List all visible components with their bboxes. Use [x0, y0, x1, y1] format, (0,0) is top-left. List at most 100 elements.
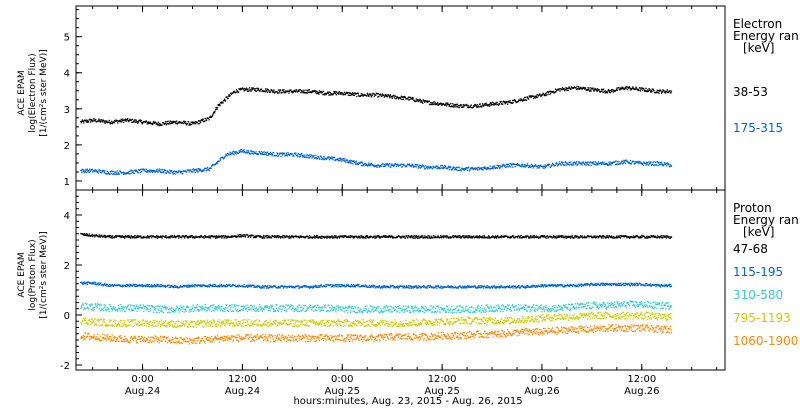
data-point	[332, 93, 335, 95]
data-point	[468, 236, 470, 238]
data-point	[172, 171, 174, 173]
data-point	[156, 169, 158, 171]
data-point	[308, 237, 310, 239]
data-point	[213, 283, 215, 286]
data-point	[117, 284, 119, 286]
data-point	[157, 235, 159, 237]
data-point	[88, 169, 90, 172]
data-point	[243, 150, 246, 153]
data-point	[252, 151, 254, 153]
data-point	[367, 163, 369, 166]
data-point	[324, 92, 327, 95]
data-point	[131, 172, 133, 174]
data-point	[391, 235, 393, 237]
data-point	[394, 286, 396, 288]
data-point	[482, 104, 484, 106]
data-point	[633, 284, 635, 286]
data-point	[410, 164, 412, 166]
data-point	[595, 164, 597, 166]
data-point	[236, 90, 239, 93]
data-point	[443, 237, 445, 239]
data-point	[338, 157, 341, 160]
data-point	[466, 286, 468, 288]
data-point	[274, 285, 277, 287]
data-point	[373, 93, 375, 95]
data-point	[416, 100, 418, 102]
data-point	[261, 287, 263, 289]
data-point	[562, 88, 565, 90]
data-point	[184, 121, 186, 124]
data-point	[459, 285, 461, 287]
data-point	[464, 235, 466, 237]
data-point	[605, 91, 608, 93]
data-point	[232, 152, 234, 155]
data-point	[388, 235, 390, 237]
data-point	[297, 285, 300, 287]
data-point	[537, 166, 539, 168]
data-point	[237, 235, 240, 237]
data-point	[442, 286, 444, 288]
data-point	[581, 87, 584, 90]
data-point	[126, 171, 128, 174]
data-point	[207, 166, 209, 169]
data-point	[374, 93, 376, 96]
data-point	[645, 87, 647, 89]
data-point	[575, 236, 577, 239]
data-point	[445, 237, 447, 239]
data-point	[383, 285, 385, 287]
data-point	[417, 285, 419, 287]
data-point	[522, 100, 524, 102]
data-point	[463, 106, 465, 108]
data-point	[338, 235, 340, 237]
data-point	[192, 122, 194, 124]
data-point	[254, 235, 257, 237]
data-point	[134, 285, 136, 288]
data-point	[329, 92, 332, 94]
data-point	[320, 92, 323, 94]
data-point	[341, 158, 344, 160]
data-point	[225, 283, 228, 286]
data-point	[643, 161, 645, 163]
data-point	[375, 94, 377, 96]
data-point	[459, 105, 461, 107]
data-point	[103, 234, 105, 236]
data-point	[149, 122, 151, 125]
data-point	[94, 120, 96, 122]
data-point	[137, 171, 139, 174]
data-point	[211, 164, 213, 167]
data-point	[610, 90, 612, 92]
data-point	[247, 236, 250, 238]
data-point	[422, 285, 424, 287]
data-point	[410, 235, 412, 237]
data-point	[596, 88, 599, 90]
data-point	[297, 236, 300, 238]
data-point	[217, 104, 220, 107]
data-point	[592, 87, 594, 89]
data-point	[226, 155, 228, 157]
data-point	[306, 92, 308, 94]
data-point	[660, 235, 662, 237]
data-point	[265, 91, 267, 93]
data-point	[447, 237, 449, 239]
data-point	[361, 237, 363, 239]
data-point	[449, 165, 451, 168]
data-point	[228, 284, 231, 287]
data-point	[439, 287, 441, 289]
data-point	[670, 164, 672, 166]
data-point	[279, 89, 282, 91]
data-point	[225, 235, 228, 238]
data-point	[469, 105, 471, 107]
data-point	[343, 160, 346, 162]
data-point	[353, 235, 355, 238]
data-point	[80, 120, 82, 123]
data-point	[596, 90, 598, 92]
y-tick-label: 4	[64, 211, 70, 222]
data-point	[496, 286, 498, 288]
data-point	[278, 92, 280, 94]
data-point	[164, 236, 166, 238]
data-point	[570, 284, 573, 286]
data-point	[400, 163, 402, 165]
data-point	[546, 163, 549, 166]
data-point	[194, 169, 196, 171]
data-point	[554, 88, 557, 90]
